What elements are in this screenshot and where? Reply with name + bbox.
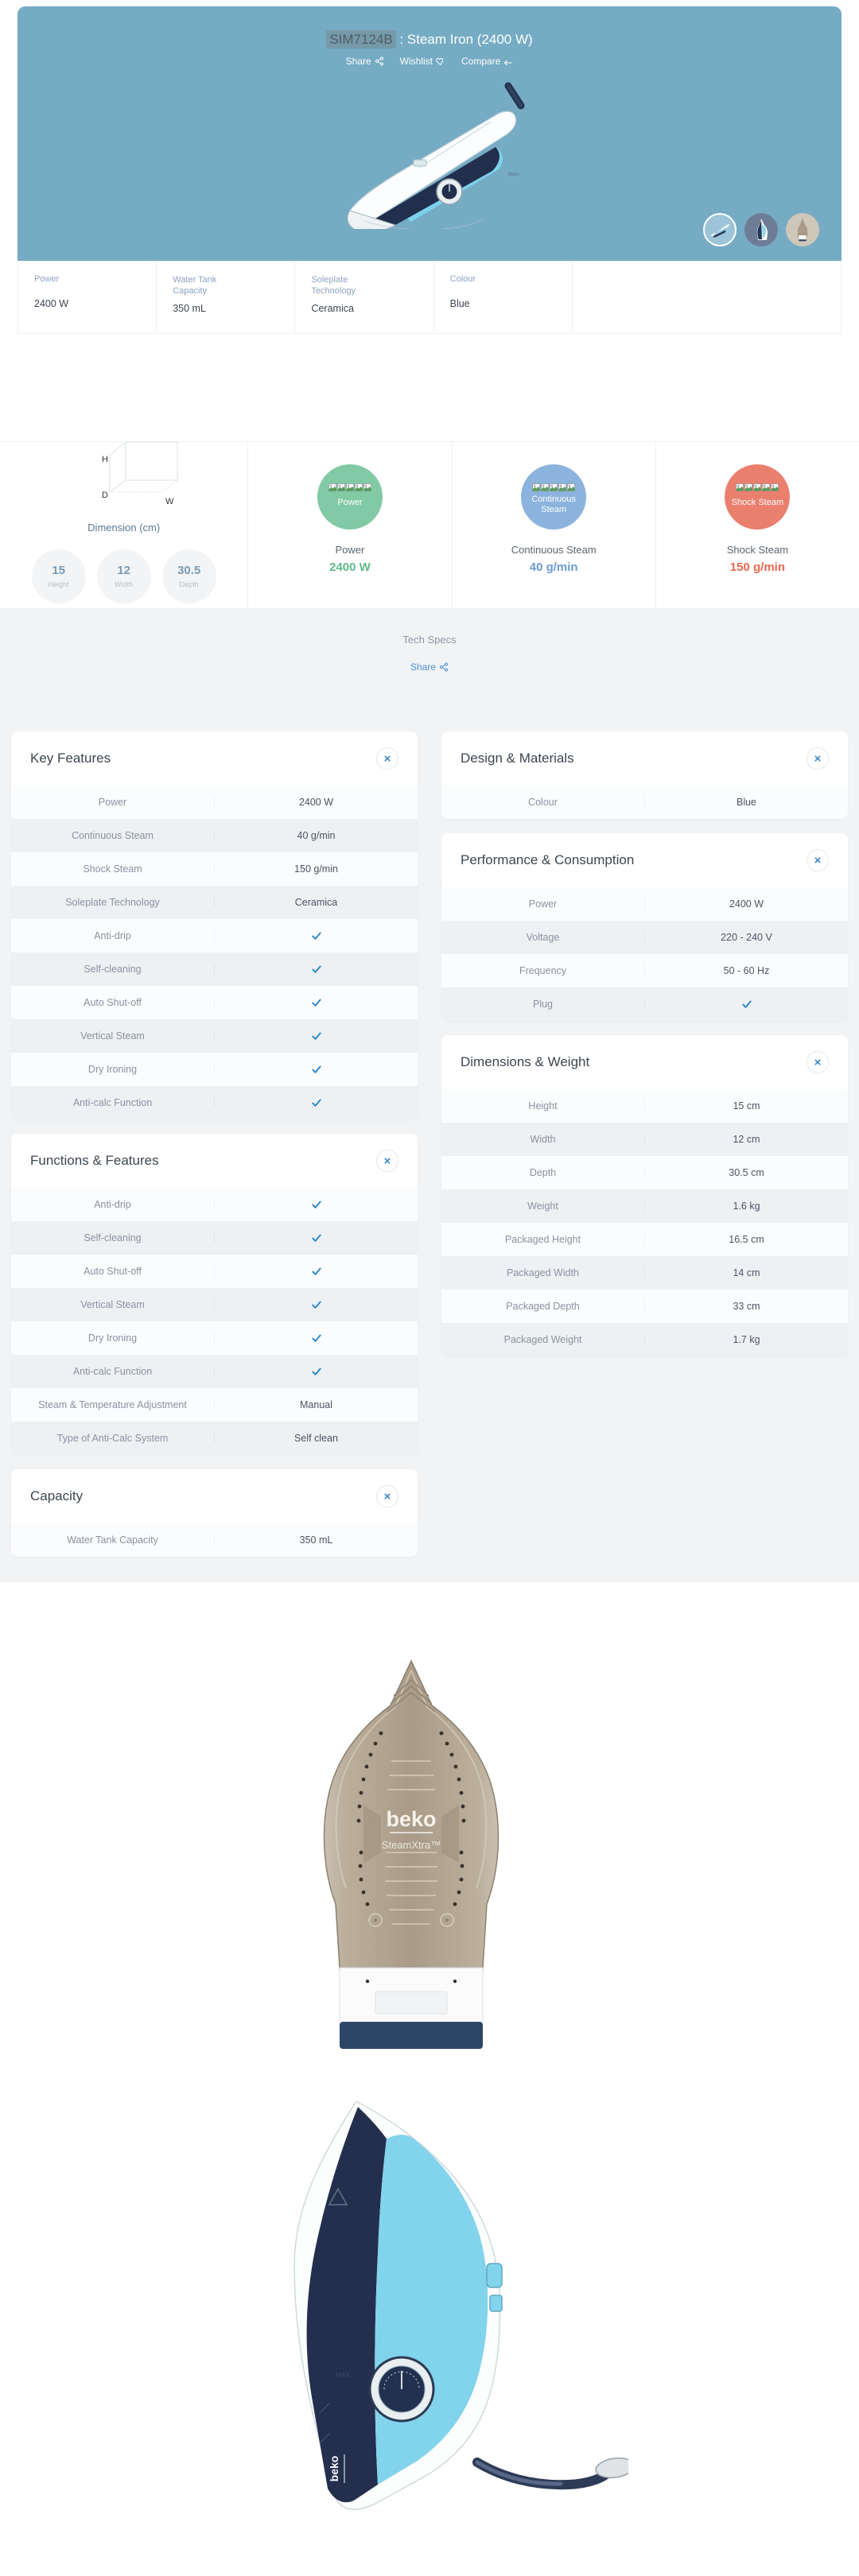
svg-text:beko: beko	[328, 2456, 340, 2482]
svg-text:H: H	[102, 455, 108, 464]
svg-text:SteamXtra™: SteamXtra™	[382, 1839, 441, 1851]
svg-text:W: W	[165, 497, 174, 506]
svg-text:beko: beko	[386, 1807, 436, 1831]
svg-text:MAX: MAX	[336, 2371, 351, 2379]
svg-text:beko: beko	[508, 172, 519, 177]
svg-text:D: D	[102, 491, 108, 500]
